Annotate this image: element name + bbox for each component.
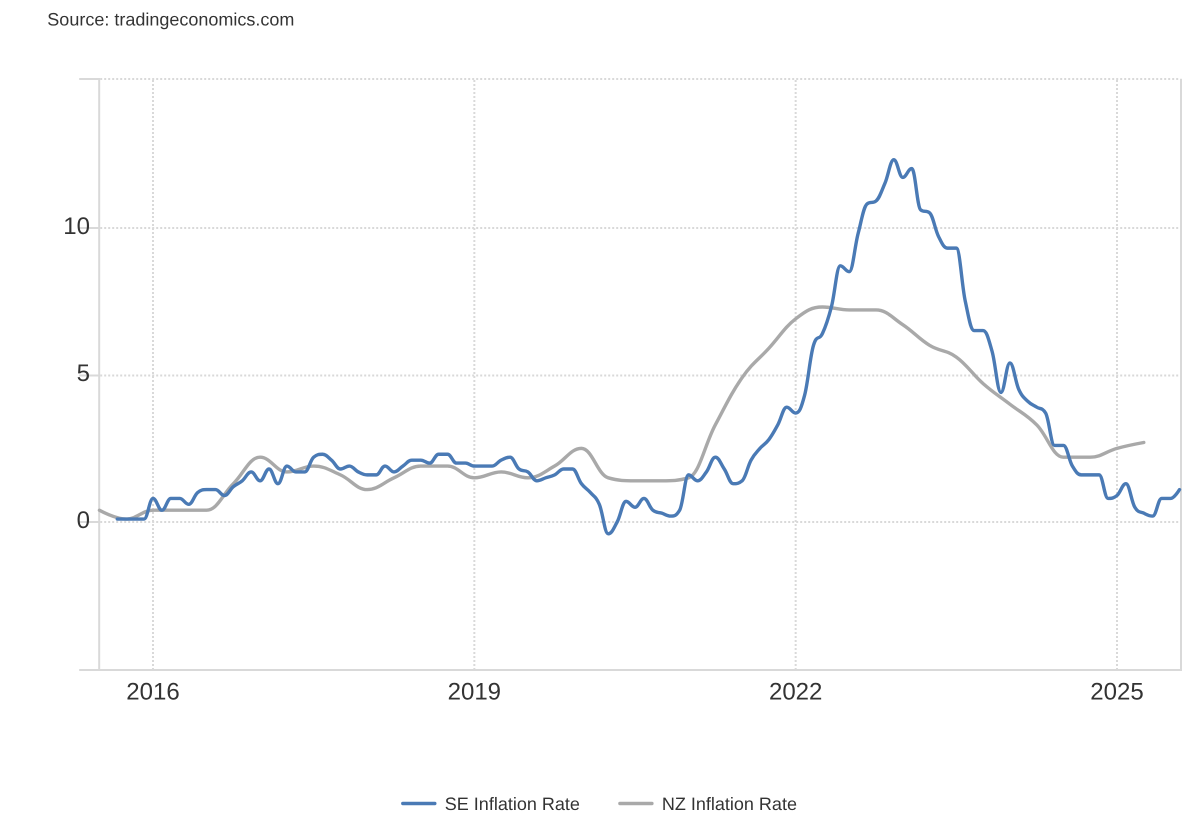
svg-text:NZ Inflation Rate: NZ Inflation Rate	[662, 794, 797, 814]
svg-text:SE Inflation Rate: SE Inflation Rate	[445, 794, 580, 814]
svg-text:0: 0	[77, 507, 90, 534]
svg-text:10: 10	[63, 213, 90, 240]
svg-text:2019: 2019	[448, 679, 501, 706]
svg-text:5: 5	[77, 360, 90, 387]
svg-text:Source: tradingeconomics.com: Source: tradingeconomics.com	[47, 9, 294, 29]
svg-text:2025: 2025	[1090, 679, 1143, 706]
svg-text:2016: 2016	[126, 679, 179, 706]
svg-text:2022: 2022	[769, 679, 822, 706]
